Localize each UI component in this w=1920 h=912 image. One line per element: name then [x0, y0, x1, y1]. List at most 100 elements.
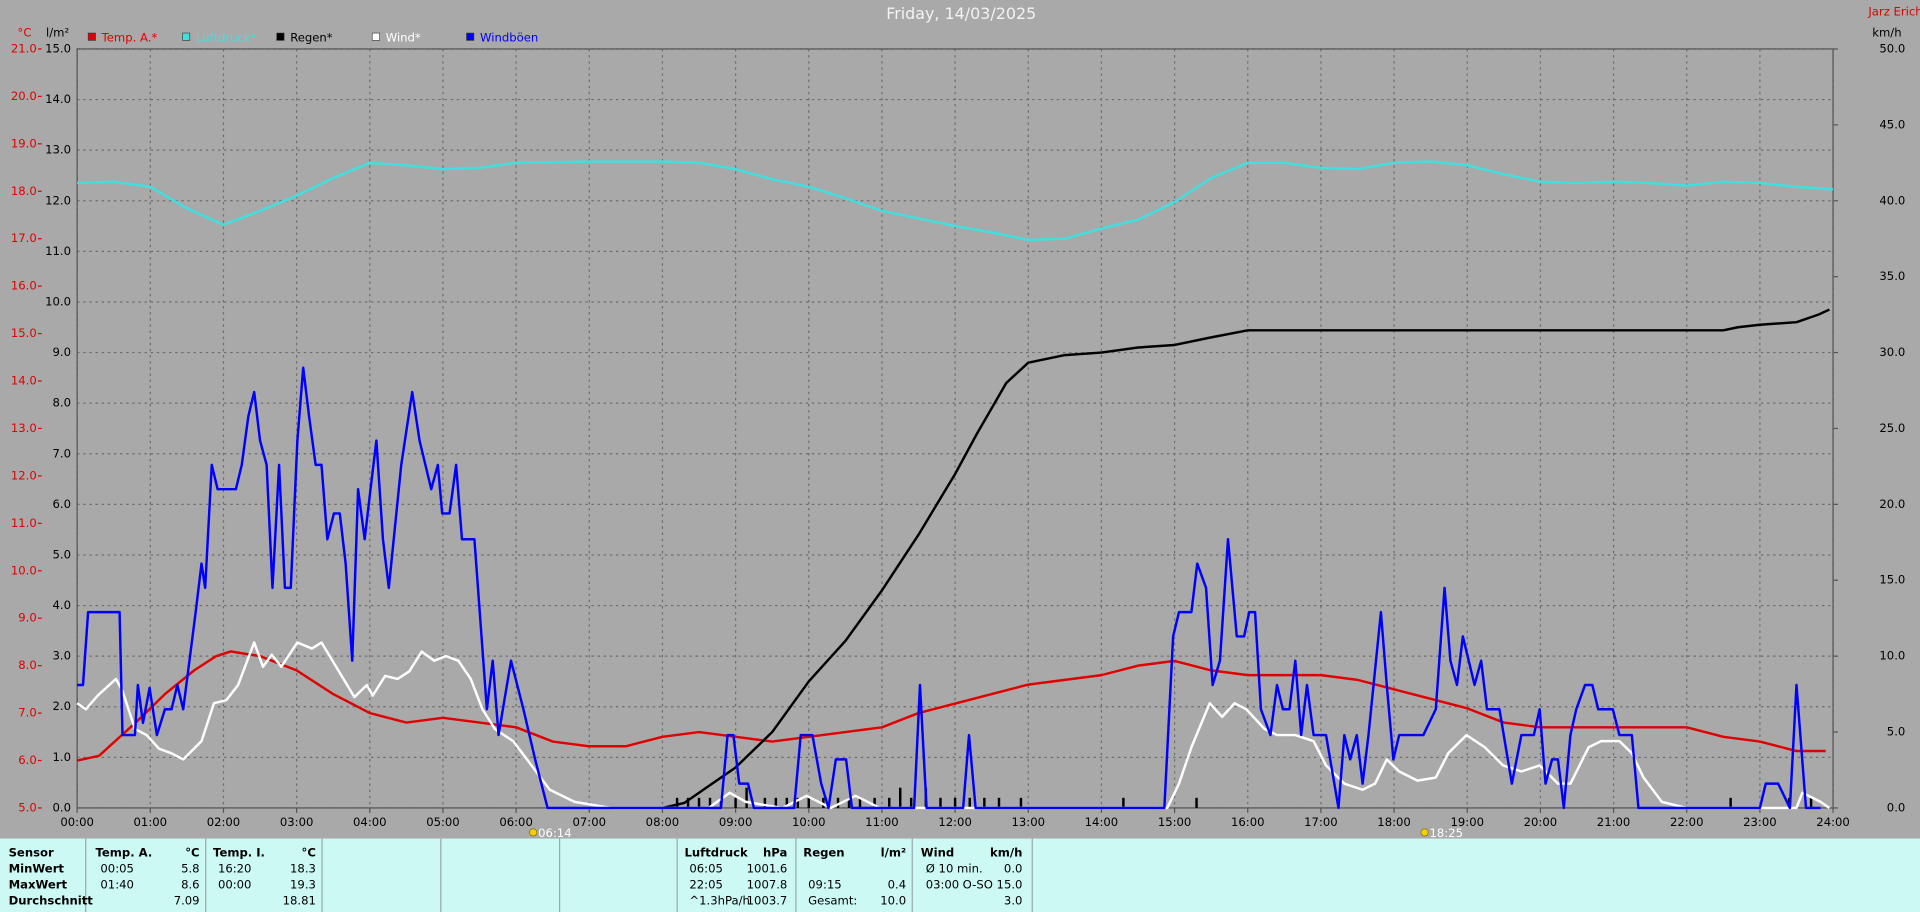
- y3-tick-label: 11.0: [45, 244, 71, 258]
- y3-tick-label: 8.0: [53, 396, 72, 410]
- legend-label: Temp. A.*: [101, 30, 158, 44]
- rain-bar: [888, 797, 891, 808]
- rain-bar: [847, 797, 851, 808]
- rain-bar: [745, 787, 748, 808]
- x-tick-label: 24:00: [1816, 815, 1850, 829]
- y-tick-label: 18.0: [11, 184, 37, 198]
- row-label: Durchschnitt: [9, 893, 94, 907]
- column-unit: °C: [302, 846, 316, 860]
- cell-time: Ø 10 min.: [926, 862, 983, 876]
- x-tick-label: 15:00: [1158, 815, 1192, 829]
- y3-tick-label: 12.0: [45, 193, 71, 207]
- sun-marker: [529, 828, 538, 837]
- rain-bar: [1195, 797, 1198, 808]
- y-axis-title: °C: [18, 26, 32, 40]
- y3-tick-label: 1.0: [53, 750, 72, 764]
- legend-swatch: [182, 32, 191, 41]
- legend-label: Windböen: [480, 30, 538, 44]
- y2-tick-label: 25.0: [1879, 421, 1905, 435]
- y3-tick-label: 2.0: [53, 699, 72, 713]
- rain-bar: [763, 797, 767, 808]
- x-tick-label: 14:00: [1085, 815, 1119, 829]
- rain-bar: [796, 797, 800, 808]
- cell-time: 06:05: [689, 862, 723, 876]
- column-unit: l/m²: [881, 846, 906, 860]
- y-tick-label: 13.0: [11, 421, 37, 435]
- cell-time: 16:20: [218, 862, 252, 876]
- y2-axis-title: km/h: [1872, 26, 1901, 40]
- x-tick-label: 02:00: [207, 815, 241, 829]
- column-header: Wind: [921, 846, 954, 860]
- rain-bar: [983, 797, 986, 808]
- column-header: Temp. I.: [213, 846, 265, 860]
- rain-bar: [1122, 797, 1125, 808]
- legend-swatch: [371, 32, 380, 41]
- x-tick-label: 17:00: [1304, 815, 1338, 829]
- rain-bar: [1019, 797, 1023, 808]
- y3-tick-label: 0.0: [53, 800, 72, 814]
- y2-tick-label: 15.0: [1879, 573, 1905, 587]
- y3-tick-label: 9.0: [53, 345, 72, 359]
- legend-label: Regen*: [290, 30, 333, 44]
- cell-value: 1001.6: [747, 862, 788, 876]
- series-line: [77, 366, 1821, 810]
- y2-tick-label: 0.0: [1887, 800, 1906, 814]
- rain-bar: [953, 797, 957, 808]
- y-tick-label: 8.0: [18, 658, 37, 672]
- column-header: Luftdruck: [684, 846, 748, 860]
- cell-value: 8.6: [181, 878, 200, 892]
- y3-tick-label: 4.0: [53, 598, 72, 612]
- sun-label: 06:14: [538, 826, 572, 840]
- y-tick-label: 12.0: [11, 468, 37, 482]
- cell-value: 0.0: [1004, 862, 1023, 876]
- column-unit: hPa: [763, 846, 787, 860]
- cell-time: 03:00: [926, 878, 960, 892]
- column-header: Regen: [803, 846, 844, 860]
- y-tick-label: 20.0: [11, 89, 37, 103]
- y-tick-label: 5.0: [18, 800, 37, 814]
- rain-bar: [858, 797, 862, 808]
- x-tick-label: 21:00: [1597, 815, 1631, 829]
- x-tick-label: 12:00: [938, 815, 972, 829]
- y-tick-label: 15.0: [11, 326, 37, 340]
- rain-bar: [686, 797, 690, 808]
- cell-value: 19.3: [290, 878, 316, 892]
- x-tick-label: 08:00: [646, 815, 680, 829]
- legend-label: Luftdruck*: [196, 30, 257, 44]
- x-tick-label: 00:00: [60, 815, 94, 829]
- rain-bar: [807, 797, 810, 808]
- y2-tick-label: 10.0: [1879, 649, 1905, 663]
- cell-value: 0.4: [888, 878, 907, 892]
- cell-time: ^1.3hPa/h: [689, 893, 750, 907]
- y-tick-label: 10.0: [11, 563, 37, 577]
- y-tick-label: 21.0: [11, 41, 37, 55]
- y3-axis-title: l/m²: [46, 26, 69, 40]
- x-tick-label: 22:00: [1670, 815, 1704, 829]
- cell-value: 10.0: [880, 893, 906, 907]
- y3-tick-label: 7.0: [53, 446, 72, 460]
- sun-marker: [1420, 828, 1429, 837]
- x-tick-label: 07:00: [573, 815, 607, 829]
- x-tick-label: 13:00: [1012, 815, 1046, 829]
- rain-bar: [836, 797, 840, 808]
- rain-bar: [997, 797, 1001, 808]
- rain-bar: [1729, 797, 1732, 808]
- y-tick-label: 7.0: [18, 706, 37, 720]
- cell-value: 18.3: [290, 862, 316, 876]
- legend-swatch: [466, 32, 475, 41]
- y-tick-label: 11.0: [11, 516, 37, 530]
- cell-time: 01:40: [100, 878, 134, 892]
- y3-tick-label: 14.0: [45, 92, 71, 106]
- rain-bar: [774, 797, 778, 808]
- cell-value: 1003.7: [747, 893, 788, 907]
- x-tick-label: 09:00: [719, 815, 753, 829]
- y-tick-label: 14.0: [11, 374, 37, 388]
- cell-time: Gesamt:: [808, 893, 857, 907]
- x-tick-label: 05:00: [426, 815, 460, 829]
- y3-tick-label: 5.0: [53, 547, 72, 561]
- cell-value: 5.8: [181, 862, 200, 876]
- author: Jarz Erich: [1867, 5, 1920, 19]
